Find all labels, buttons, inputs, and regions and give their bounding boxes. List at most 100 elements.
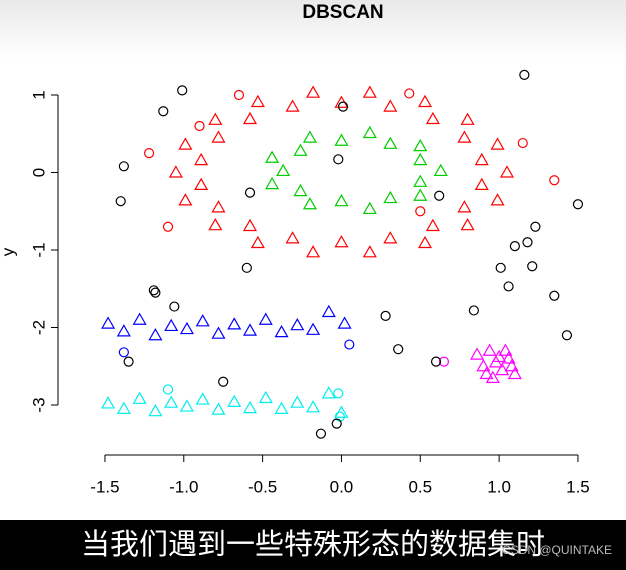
triangle-point: [227, 394, 242, 407]
triangle-point: [195, 314, 210, 327]
circle-point: [118, 161, 129, 172]
triangle-point: [504, 359, 519, 372]
circle-point: [162, 221, 174, 232]
triangle-point: [148, 328, 163, 341]
circle-point: [430, 356, 442, 367]
y-tick-label: -1: [29, 242, 48, 257]
triangle-point: [290, 317, 305, 331]
triangle-point: [101, 316, 116, 329]
triangle-point: [242, 111, 258, 125]
x-tick-label: -1.0: [169, 477, 198, 496]
triangle-point: [507, 366, 522, 380]
triangle-point: [425, 218, 440, 232]
circle-point: [162, 384, 174, 395]
triangle-point: [492, 349, 507, 363]
triangle-point: [457, 130, 472, 143]
triangle-point: [258, 312, 273, 325]
triangle-point: [383, 99, 398, 112]
triangle-point: [265, 176, 280, 190]
triangle-point: [482, 343, 497, 356]
x-tick-label: 0.0: [330, 477, 354, 496]
triangle-point: [413, 174, 428, 187]
triangle-point: [362, 85, 377, 98]
triangle-point: [265, 150, 280, 163]
triangle-point: [383, 136, 398, 149]
triangle-point: [499, 165, 515, 178]
triangle-point: [132, 391, 147, 404]
circle-point: [549, 175, 560, 186]
triangle-point: [116, 401, 131, 414]
circle-point: [404, 88, 415, 99]
triangle-point: [383, 190, 398, 204]
triangle-point: [242, 218, 258, 232]
circle-point: [415, 206, 426, 217]
triangle-point: [334, 235, 349, 248]
triangle-point: [490, 137, 505, 150]
triangle-point: [321, 386, 336, 399]
circle-point: [519, 69, 530, 80]
watermark: CSDN @QUINTAKE: [502, 543, 612, 557]
triangle-point: [258, 390, 273, 404]
x-tick-label: 0.5: [408, 477, 432, 496]
triangle-point: [242, 323, 258, 336]
header-band: [0, 0, 626, 60]
triangle-point: [413, 152, 428, 166]
y-axis-label: y: [0, 247, 17, 256]
triangle-point: [306, 322, 321, 335]
circle-point: [434, 190, 445, 201]
triangle-point: [132, 312, 147, 325]
triangle-point: [194, 177, 209, 190]
chart-title: DBSCAN: [302, 2, 383, 23]
triangle-point: [293, 183, 308, 197]
circle-point: [333, 154, 344, 165]
circle-point: [315, 428, 327, 439]
triangle-point: [495, 362, 510, 376]
circle-point: [522, 237, 533, 248]
y-tick-label: -3: [29, 397, 48, 412]
circle-point: [530, 221, 541, 232]
triangle-point: [116, 324, 131, 337]
triangle-point: [164, 318, 179, 332]
triangle-point: [148, 403, 163, 417]
circle-point: [115, 196, 126, 207]
circle-point: [380, 310, 391, 321]
triangle-point: [306, 85, 321, 98]
triangle-point: [362, 201, 377, 215]
triangle-point: [302, 197, 317, 210]
x-tick-label: 1.0: [487, 477, 511, 496]
circle-point: [218, 376, 229, 387]
circle-point: [503, 281, 514, 292]
triangle-point: [433, 163, 448, 177]
triangle-point: [498, 343, 513, 356]
circle-point: [148, 285, 159, 296]
circle-point: [244, 187, 256, 198]
circle-point: [241, 262, 252, 273]
triangle-point: [306, 400, 321, 413]
triangle-point: [479, 366, 494, 380]
triangle-point: [208, 217, 223, 231]
triangle-point: [490, 193, 505, 206]
triangle-point: [250, 235, 265, 249]
triangle-point: [425, 111, 440, 125]
triangle-point: [276, 163, 291, 177]
circle-point: [517, 137, 528, 149]
triangle-point: [227, 317, 242, 330]
triangle-point: [290, 395, 305, 408]
y-tick-label: 1: [29, 90, 48, 99]
circle-point: [468, 305, 479, 316]
triangle-point: [302, 130, 317, 143]
triangle-point: [476, 359, 491, 372]
circle-point: [169, 301, 180, 312]
y-tick-label: 0: [29, 168, 48, 177]
circle-point: [150, 287, 161, 298]
triangle-point: [274, 324, 289, 338]
triangle-point: [334, 133, 349, 146]
triangle-point: [417, 94, 433, 108]
x-tick-label: -0.5: [248, 477, 277, 496]
x-tick-label: 1.5: [566, 477, 590, 496]
circle-point: [337, 101, 349, 112]
circle-point: [527, 261, 538, 272]
triangle-point: [285, 231, 300, 244]
